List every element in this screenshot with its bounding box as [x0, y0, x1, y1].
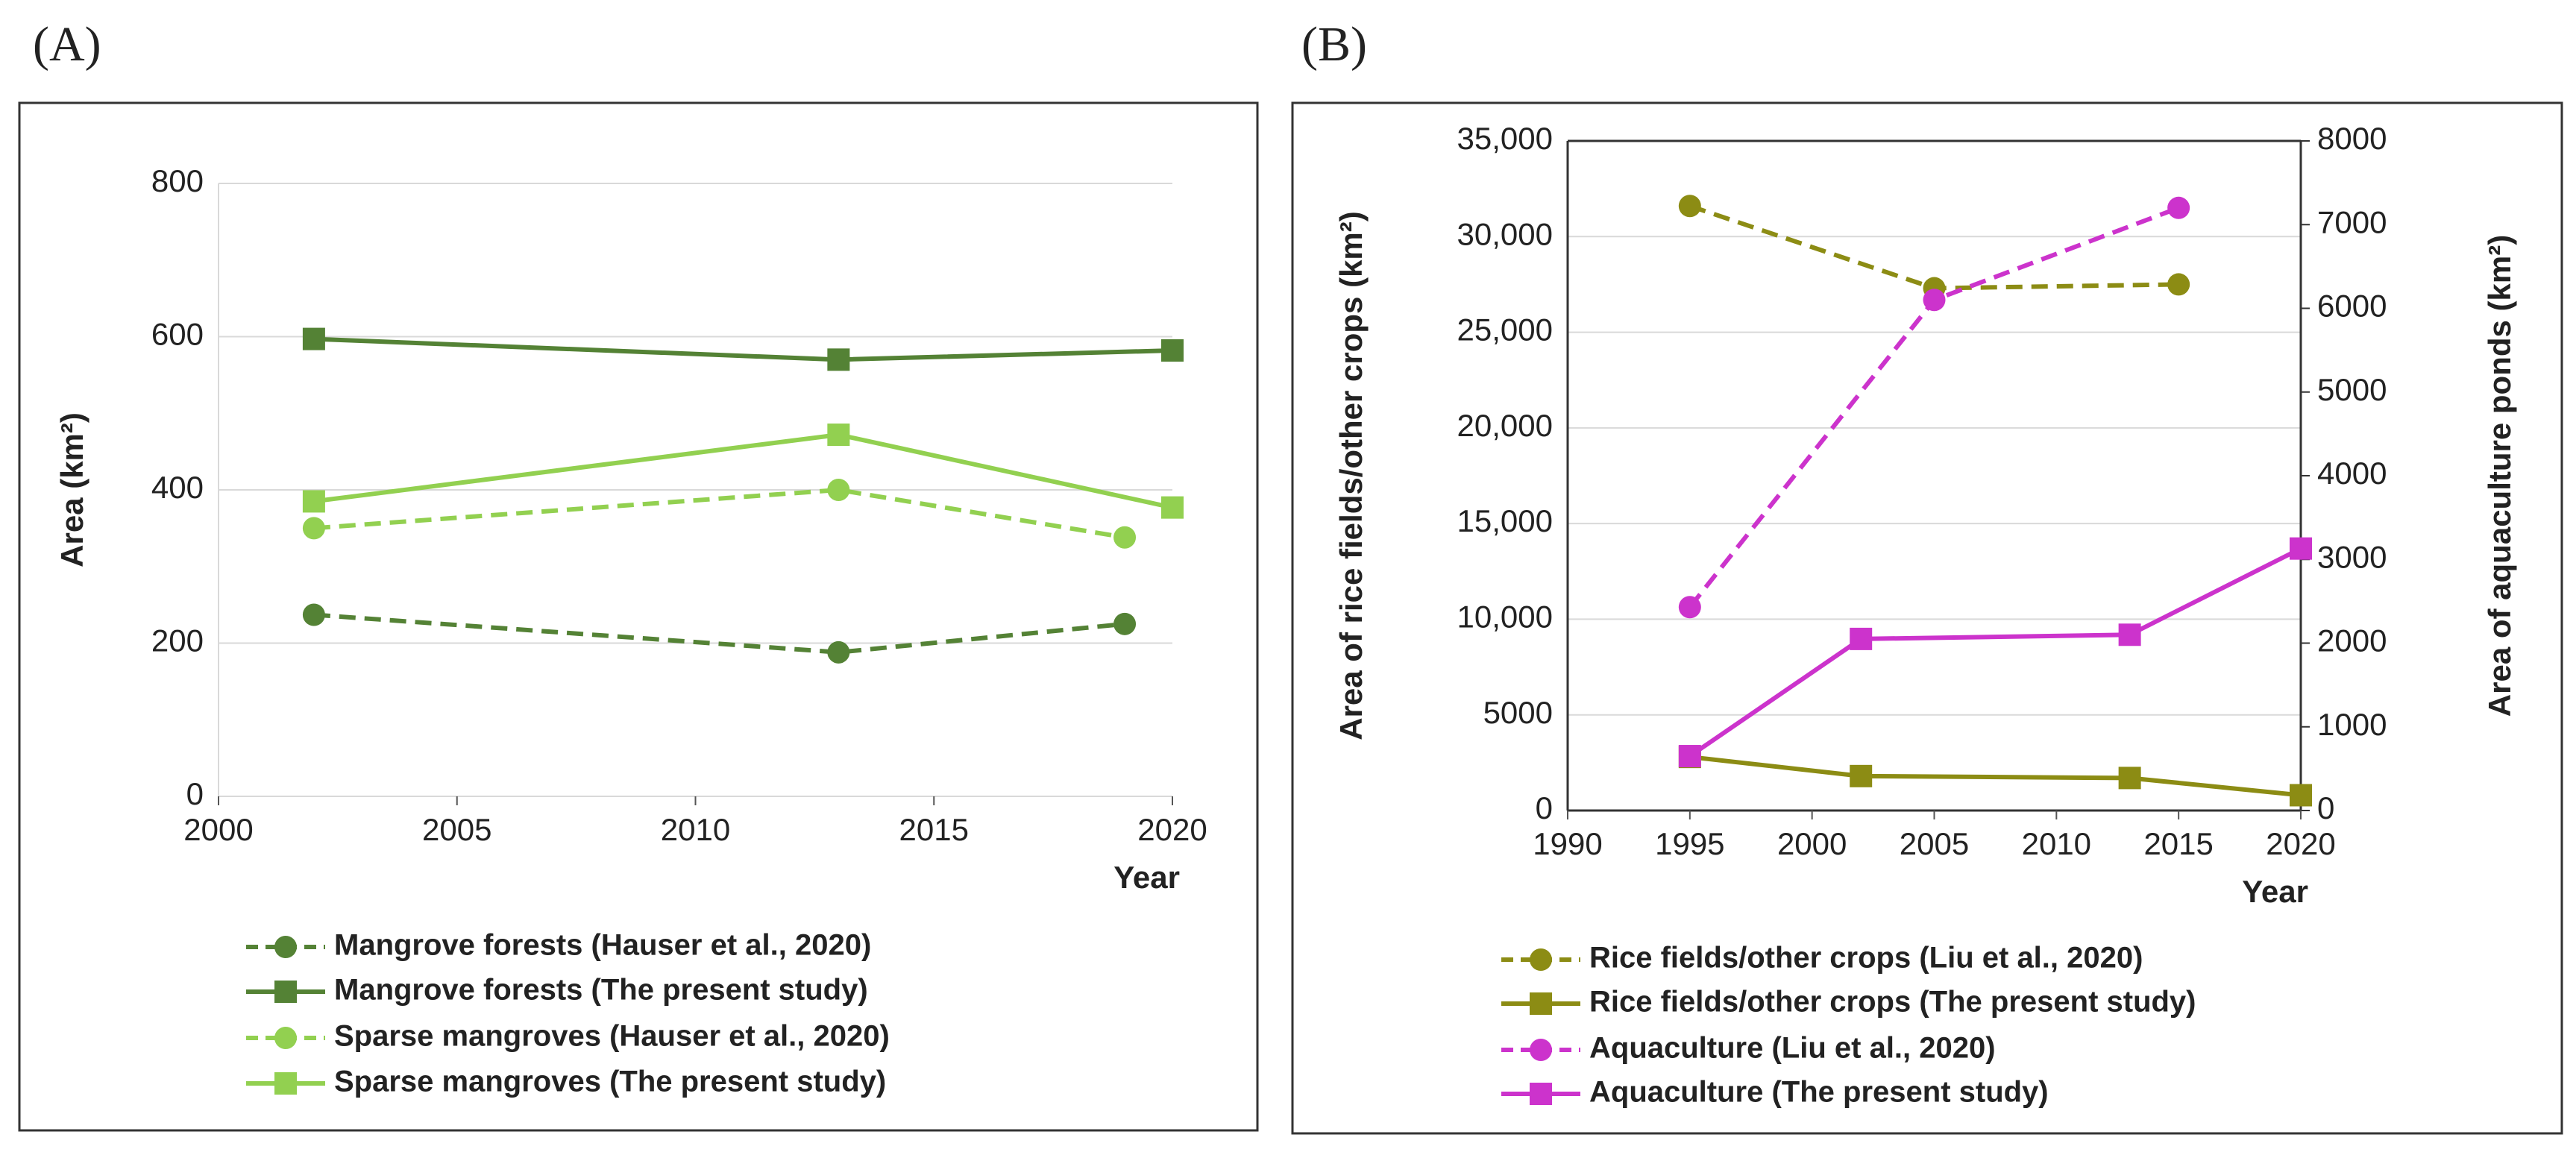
y-tick-label: 20,000: [1457, 408, 1553, 443]
marker: [1678, 195, 1701, 218]
legend-label: Sparse mangroves (Hauser et al., 2020): [334, 1020, 890, 1053]
y-tick-label: 800: [151, 163, 204, 198]
y-tick-label: 0: [186, 776, 204, 811]
legend-marker: [274, 1072, 297, 1095]
series-line: [1688, 546, 2302, 758]
y-axis-label: Area of rice fields/other crops (km²): [1333, 211, 1369, 740]
legend-marker: [1530, 1083, 1552, 1105]
marker: [2290, 537, 2312, 560]
marker: [827, 424, 850, 447]
marker: [302, 327, 325, 350]
marker: [302, 603, 325, 626]
marker: [2118, 623, 2141, 646]
x-tick-label: 2005: [1900, 826, 1969, 861]
y2-tick-label: 4000: [2317, 456, 2387, 491]
marker: [1678, 745, 1701, 768]
panel-label: (A): [33, 17, 101, 72]
y2-tick-label: 5000: [2317, 372, 2387, 407]
x-tick-label: 2000: [1777, 826, 1847, 861]
y2-axis-label: Area of aquaculture ponds (km²): [2482, 235, 2517, 717]
legend-marker: [274, 1027, 297, 1049]
legend-label: Rice fields/other crops (The present stu…: [1589, 986, 2196, 1019]
legend-marker: [1530, 1039, 1552, 1061]
marker: [1923, 289, 1946, 312]
legend-label: Mangrove forests (The present study): [334, 974, 868, 1007]
marker: [2118, 767, 2141, 790]
series-line: [313, 336, 1173, 362]
y2-tick-label: 1000: [2317, 707, 2387, 742]
marker: [2167, 196, 2190, 219]
y-tick-label: 15,000: [1457, 503, 1553, 538]
y2-tick-label: 8000: [2317, 121, 2387, 156]
y-tick-label: 0: [1536, 790, 1553, 825]
x-tick-label: 1990: [1533, 826, 1602, 861]
marker: [1113, 526, 1137, 549]
marker: [1850, 764, 1873, 787]
y-tick-label: 30,000: [1457, 216, 1553, 251]
marker: [302, 490, 325, 513]
y-tick-label: 10,000: [1457, 599, 1553, 635]
x-axis-label: Year: [2242, 874, 2308, 909]
x-tick-label: 2010: [661, 812, 730, 847]
series-line: [313, 487, 1125, 540]
panel-label: (B): [1301, 17, 1367, 72]
y-tick-label: 400: [151, 470, 204, 505]
y2-tick-label: 0: [2317, 790, 2334, 825]
y-tick-label: 600: [151, 317, 204, 352]
x-tick-label: 2015: [2143, 826, 2213, 861]
legend-label: Aquaculture (Liu et al., 2020): [1589, 1032, 1996, 1065]
y-tick-label: 35,000: [1457, 121, 1553, 156]
series-line: [1689, 755, 2302, 798]
panel-frame: [18, 101, 1259, 1132]
series-line: [313, 612, 1125, 655]
legend-marker: [1530, 948, 1552, 971]
marker: [2290, 784, 2312, 807]
x-tick-label: 2020: [2266, 826, 2335, 861]
y2-tick-label: 7000: [2317, 204, 2387, 239]
series-line: [1688, 205, 2180, 609]
marker: [827, 479, 850, 501]
legend-label: Rice fields/other crops (Liu et al., 202…: [1589, 942, 2143, 975]
legend-label: Sparse mangroves (The present study): [334, 1066, 886, 1098]
marker: [1161, 496, 1184, 519]
marker: [1850, 627, 1873, 650]
x-tick-label: 2015: [899, 812, 969, 847]
legend-label: Mangrove forests (Hauser et al., 2020): [334, 929, 871, 962]
x-tick-label: 2010: [2022, 826, 2091, 861]
marker: [827, 348, 850, 371]
y2-tick-label: 2000: [2317, 623, 2387, 658]
marker: [1161, 339, 1184, 362]
panel-frame: [1291, 101, 2563, 1135]
x-tick-label: 2000: [183, 812, 253, 847]
series-line: [1688, 204, 2179, 291]
legend-marker: [274, 981, 297, 1003]
y-tick-label: 25,000: [1457, 312, 1553, 347]
legend-marker: [274, 936, 297, 958]
marker: [1113, 612, 1137, 635]
x-tick-label: 1995: [1655, 826, 1724, 861]
series-line: [313, 432, 1173, 510]
x-axis-label: Year: [1113, 860, 1180, 895]
y-tick-label: 200: [151, 623, 204, 658]
y2-tick-label: 6000: [2317, 289, 2387, 324]
y-axis-label: Area (km²): [54, 412, 89, 567]
y-tick-label: 5000: [1483, 695, 1553, 730]
x-tick-label: 2005: [422, 812, 491, 847]
marker: [827, 641, 850, 664]
legend-marker: [1530, 992, 1552, 1015]
x-tick-label: 2020: [1137, 812, 1207, 847]
marker: [2167, 273, 2190, 296]
y2-tick-label: 3000: [2317, 539, 2387, 574]
legend-label: Aquaculture (The present study): [1589, 1076, 2049, 1109]
marker: [302, 517, 325, 540]
marker: [1678, 596, 1701, 619]
